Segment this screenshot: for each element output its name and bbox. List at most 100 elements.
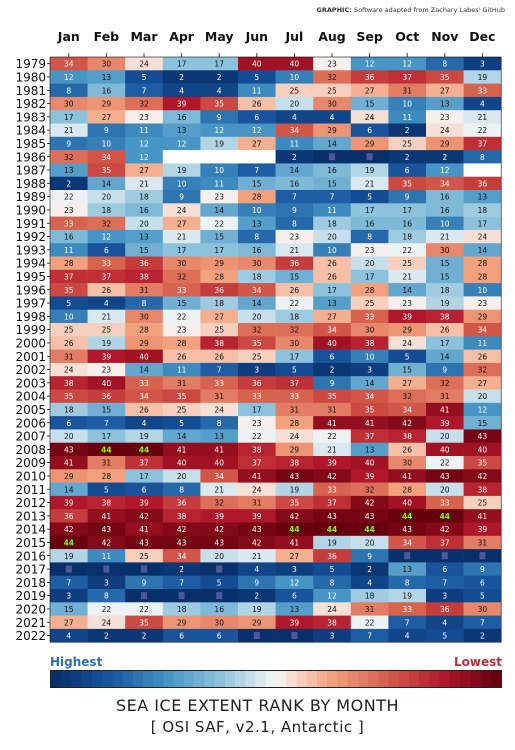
heatmap-cell-label: 41 [290, 538, 300, 547]
heatmap-cell [87, 575, 126, 590]
heatmap-cell-label: 41 [102, 512, 112, 521]
heatmap-cell-label: 12 [102, 233, 112, 242]
month-header: Nov [431, 29, 458, 44]
heatmap-cell-label: 22 [177, 312, 187, 321]
heatmap-cell [313, 456, 352, 470]
heatmap-cell [162, 362, 201, 377]
heatmap-cell-label: 30 [64, 100, 74, 109]
heatmap-cell-label: 17 [64, 113, 74, 122]
heatmap-cell [463, 628, 502, 643]
heatmap-cell-label: 21 [252, 552, 262, 561]
heatmap-cell-label: 26 [478, 352, 488, 361]
heatmap-cell [463, 283, 502, 297]
heatmap-cell-label: 12 [139, 153, 149, 162]
heatmap-cell-label: 32 [478, 366, 488, 375]
heatmap-cell [50, 416, 88, 430]
heatmap-cell-label: 32 [290, 326, 300, 335]
heatmap-cell-label: 33 [402, 605, 412, 614]
heatmap-cell-label: 14 [102, 179, 112, 188]
heatmap-cell [388, 323, 427, 337]
heatmap-cell-label: 29 [365, 139, 375, 148]
year-label: 1985 [15, 137, 46, 151]
heatmap-cell [238, 96, 276, 111]
heatmap-cell [350, 562, 389, 576]
record-low-marker [291, 632, 298, 640]
heatmap-cell-label: 31 [365, 605, 375, 614]
heatmap-cell [125, 429, 164, 443]
heatmap-cell-label: 22 [64, 193, 74, 202]
heatmap-cell-label: 9 [104, 126, 109, 135]
chart-title: SEA ICE EXTENT RANK BY MONTH [116, 696, 399, 715]
heatmap-cell [50, 323, 88, 337]
heatmap-cell-label: 15 [402, 366, 412, 375]
heatmap-cell-label: 40 [177, 459, 187, 468]
heatmap-cell-label: 9 [367, 552, 372, 561]
heatmap-cell-label: 18 [440, 286, 450, 295]
heatmap-cell-label: 36 [290, 259, 300, 268]
heatmap-cell [426, 96, 464, 111]
heatmap-cell [125, 190, 164, 204]
heatmap-cell-label: 19 [290, 485, 300, 494]
heatmap-cell [275, 482, 314, 497]
heatmap-cell-label: 29 [102, 100, 112, 109]
heatmap-cell [350, 349, 389, 364]
heatmap-cell-label: 40 [290, 60, 300, 69]
heatmap-cell-label: 16 [177, 113, 187, 122]
heatmap-cell [350, 522, 389, 537]
heatmap-cell-label: 25 [252, 352, 262, 361]
heatmap-cell [87, 150, 126, 164]
heatmap-cell-label: 19 [177, 166, 187, 175]
year-label: 2006 [15, 416, 46, 430]
heatmap-cell-label: 7 [66, 578, 71, 587]
heatmap-cell [313, 482, 352, 497]
heatmap-cell [50, 123, 88, 138]
heatmap-cell [463, 362, 502, 377]
heatmap-cell [426, 442, 464, 457]
year-label: 1999 [15, 323, 46, 337]
heatmap-cell [350, 256, 389, 271]
heatmap-cell-label: 41 [139, 525, 149, 534]
heatmap-cell [125, 575, 164, 590]
heatmap-cell [313, 589, 352, 603]
heatmap-cell [463, 509, 502, 523]
heatmap-cell-label: 22 [365, 618, 375, 627]
heatmap-cell-label: 6 [66, 419, 71, 428]
heatmap-cell [426, 509, 464, 523]
heatmap-cell-label: 27 [139, 166, 149, 175]
heatmap-cell-label: 2 [142, 632, 147, 641]
heatmap-cell [200, 190, 239, 204]
heatmap-cell [275, 615, 314, 630]
heatmap-cell [350, 628, 389, 643]
heatmap-cell [238, 123, 276, 138]
heatmap-cell [388, 429, 427, 443]
heatmap-cell-label: 12 [365, 60, 375, 69]
heatmap-cell [200, 575, 239, 590]
heatmap-cell-label: 18 [365, 592, 375, 601]
heatmap-cell [426, 256, 464, 271]
heatmap-cell [275, 123, 314, 138]
heatmap-cell [200, 549, 239, 563]
heatmap-cell [388, 336, 427, 350]
heatmap-cell-label: 17 [290, 352, 300, 361]
heatmap-cell [313, 203, 352, 217]
heatmap-cell-label: 2 [66, 179, 71, 188]
heatmap-cell [87, 176, 126, 191]
heatmap-cell [50, 176, 88, 191]
heatmap-cell [200, 57, 239, 71]
heatmap-cell-label: 35 [177, 392, 187, 401]
heatmap-cell [162, 229, 201, 244]
heatmap-cell-label: 6 [292, 592, 297, 601]
heatmap-cell-label: 35 [440, 73, 450, 82]
heatmap-cell-label: 44 [440, 512, 450, 521]
year-label: 2011 [15, 483, 46, 497]
heatmap-cell-label: 39 [214, 512, 224, 521]
heatmap-cell-label: 12 [402, 60, 412, 69]
heatmap-cell-label: 37 [64, 272, 74, 281]
heatmap-cell-label: 29 [440, 139, 450, 148]
heatmap-cell-label: 9 [480, 565, 485, 574]
heatmap-cell-label: 43 [290, 472, 300, 481]
heatmap-cell-missing [463, 163, 502, 177]
heatmap-cell [50, 549, 88, 563]
heatmap-cell-label: 14 [252, 299, 262, 308]
heatmap-cell-label: 2 [179, 73, 184, 82]
